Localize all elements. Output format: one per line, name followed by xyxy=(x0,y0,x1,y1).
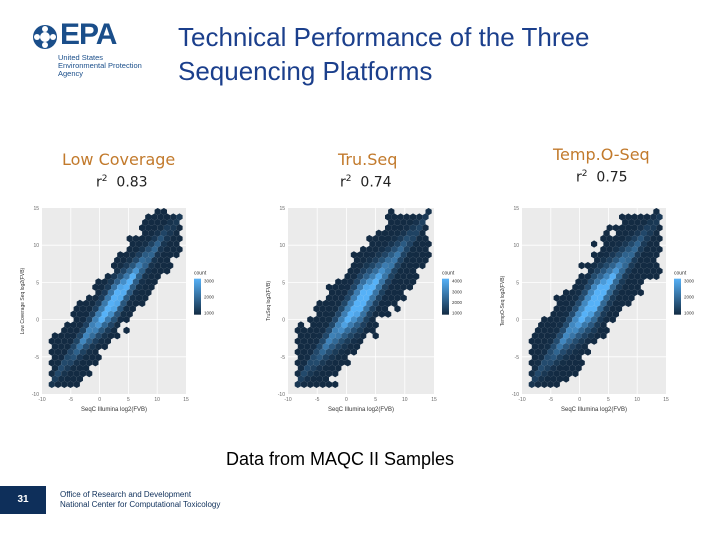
svg-text:0: 0 xyxy=(345,397,348,403)
svg-text:15: 15 xyxy=(183,397,189,403)
legend-tick: 3000 xyxy=(452,289,463,294)
svg-text:-5: -5 xyxy=(35,355,40,361)
svg-text:0: 0 xyxy=(282,318,285,324)
legend-tick: 2000 xyxy=(684,295,695,300)
svg-text:15: 15 xyxy=(513,206,519,212)
y-axis-label: TempO-Seq log2(FVB) xyxy=(500,275,506,326)
legend-tick: 1000 xyxy=(684,311,695,316)
svg-text:-10: -10 xyxy=(32,392,39,398)
logo-sub-line: United States xyxy=(58,53,104,62)
legend-tick: 1000 xyxy=(204,311,215,316)
svg-text:10: 10 xyxy=(634,397,640,403)
legend-tick: 2000 xyxy=(452,300,463,305)
r2-truseq: r2 0.74 xyxy=(340,174,392,191)
legend-colorbar xyxy=(674,278,681,315)
legend-colorbar xyxy=(442,278,449,315)
r2-superscript: 2 xyxy=(345,174,352,184)
svg-text:0: 0 xyxy=(578,397,581,403)
svg-text:5: 5 xyxy=(374,397,377,403)
r2-tempo-seq: r2 0.75 xyxy=(576,169,628,186)
hexbin-plot-low-coverage: 15 10 5 0 -5 -10 -10 -5 0 5 10 15 SeqC Illumina log2… xyxy=(16,206,236,414)
svg-text:-10: -10 xyxy=(284,397,291,403)
hexbin-plot-truseq: 15 10 5 0 -5 -10 -10 -5 0 5 10 15 SeqC Illumina log2… xyxy=(262,206,484,414)
panel-label-tempo-seq: Temp.O-Seq xyxy=(553,145,650,164)
svg-text:15: 15 xyxy=(279,206,285,212)
svg-text:-5: -5 xyxy=(281,355,286,361)
legend-tick: 3000 xyxy=(204,279,215,284)
legend-tick: 2000 xyxy=(204,295,215,300)
footer-line: Office of Research and Development xyxy=(60,490,192,499)
svg-text:-5: -5 xyxy=(69,397,74,403)
svg-text:15: 15 xyxy=(663,397,669,403)
svg-text:10: 10 xyxy=(279,243,285,249)
r2-value: 0.74 xyxy=(360,174,392,191)
r2-superscript: 2 xyxy=(581,169,588,179)
legend-title: count xyxy=(674,271,687,277)
hexbin-plot-tempo-seq: 15 10 5 0 -5 -10 -10 -5 0 5 10 15 SeqC Illumina log2… xyxy=(496,206,716,414)
footer-page-badge xyxy=(0,486,46,514)
legend-colorbar xyxy=(194,278,201,315)
epa-flower-icon xyxy=(33,25,57,49)
svg-text:5: 5 xyxy=(282,280,285,286)
hexbin-plot: 15 10 5 0 -5 -10-10 -5 0 5 10 15 SeqC Illumina log2… xyxy=(20,206,215,413)
hexbin-plot: 15 10 5 0 -5 -10-10 -5 0 5 10 15 SeqC Illumina log2… xyxy=(500,206,695,413)
svg-text:-5: -5 xyxy=(549,397,554,403)
svg-text:-10: -10 xyxy=(512,392,519,398)
svg-text:0: 0 xyxy=(36,318,39,324)
footer-text: Office of Research and Development Natio… xyxy=(60,490,220,510)
r2-low-coverage: r2 0.83 xyxy=(96,174,148,191)
logo-subtitle: United States Environmental Protection A… xyxy=(58,54,178,78)
r2-value: 0.83 xyxy=(116,174,148,191)
r2-symbol: r xyxy=(96,174,102,191)
legend-tick: 3000 xyxy=(684,279,695,284)
svg-text:5: 5 xyxy=(607,397,610,403)
slide-title: Technical Performance of the Three Seque… xyxy=(178,20,698,88)
svg-text:-10: -10 xyxy=(518,397,525,403)
svg-text:15: 15 xyxy=(33,206,39,212)
svg-text:10: 10 xyxy=(402,397,408,403)
x-axis-label: SeqC Illumina log2(FVB) xyxy=(328,407,394,413)
caption: Data from MAQC II Samples xyxy=(226,449,455,469)
logo-wordmark: EPA xyxy=(60,18,117,51)
svg-text:15: 15 xyxy=(431,397,437,403)
logo-sub-line: Agency xyxy=(58,69,84,78)
svg-text:10: 10 xyxy=(33,243,39,249)
legend-title: count xyxy=(442,271,455,277)
svg-text:0: 0 xyxy=(98,397,101,403)
r2-symbol: r xyxy=(576,169,582,186)
x-axis-label: SeqC Illumina log2(FVB) xyxy=(81,407,147,413)
footer-line: National Center for Computational Toxico… xyxy=(60,500,221,509)
epa-logo: EPA United States Environmental Protecti… xyxy=(28,18,178,80)
svg-text:-10: -10 xyxy=(278,392,285,398)
logo-sub-line: Environmental Protection xyxy=(58,61,142,70)
legend-tick: 4000 xyxy=(452,279,463,284)
legend-tick: 1000 xyxy=(452,311,463,316)
x-axis-label: SeqC Illumina log2(FVB) xyxy=(561,407,627,413)
title-line: Sequencing Platforms xyxy=(178,56,433,86)
svg-text:10: 10 xyxy=(154,397,160,403)
r2-value: 0.75 xyxy=(596,169,628,186)
svg-text:10: 10 xyxy=(513,243,519,249)
y-axis-label: Low Coverage Seq log2(FVB) xyxy=(20,267,26,334)
r2-superscript: 2 xyxy=(101,174,108,184)
page-number: 31 xyxy=(17,494,29,505)
svg-text:-5: -5 xyxy=(515,355,520,361)
panel-label-truseq: Tru.Seq xyxy=(338,150,398,169)
legend-title: count xyxy=(194,271,207,277)
r2-symbol: r xyxy=(340,174,346,191)
y-axis-label: TruSeq log2(FVB) xyxy=(266,281,272,321)
svg-text:0: 0 xyxy=(516,318,519,324)
svg-text:-5: -5 xyxy=(315,397,320,403)
title-line: Technical Performance of the Three xyxy=(178,22,590,52)
svg-text:5: 5 xyxy=(127,397,130,403)
panel-label-low-coverage: Low Coverage xyxy=(62,150,176,169)
svg-text:-10: -10 xyxy=(38,397,45,403)
svg-text:5: 5 xyxy=(36,280,39,286)
svg-text:5: 5 xyxy=(516,280,519,286)
hexbin-plot: 15 10 5 0 -5 -10-10 -5 0 5 10 15 SeqC Illumina log2… xyxy=(266,206,463,413)
